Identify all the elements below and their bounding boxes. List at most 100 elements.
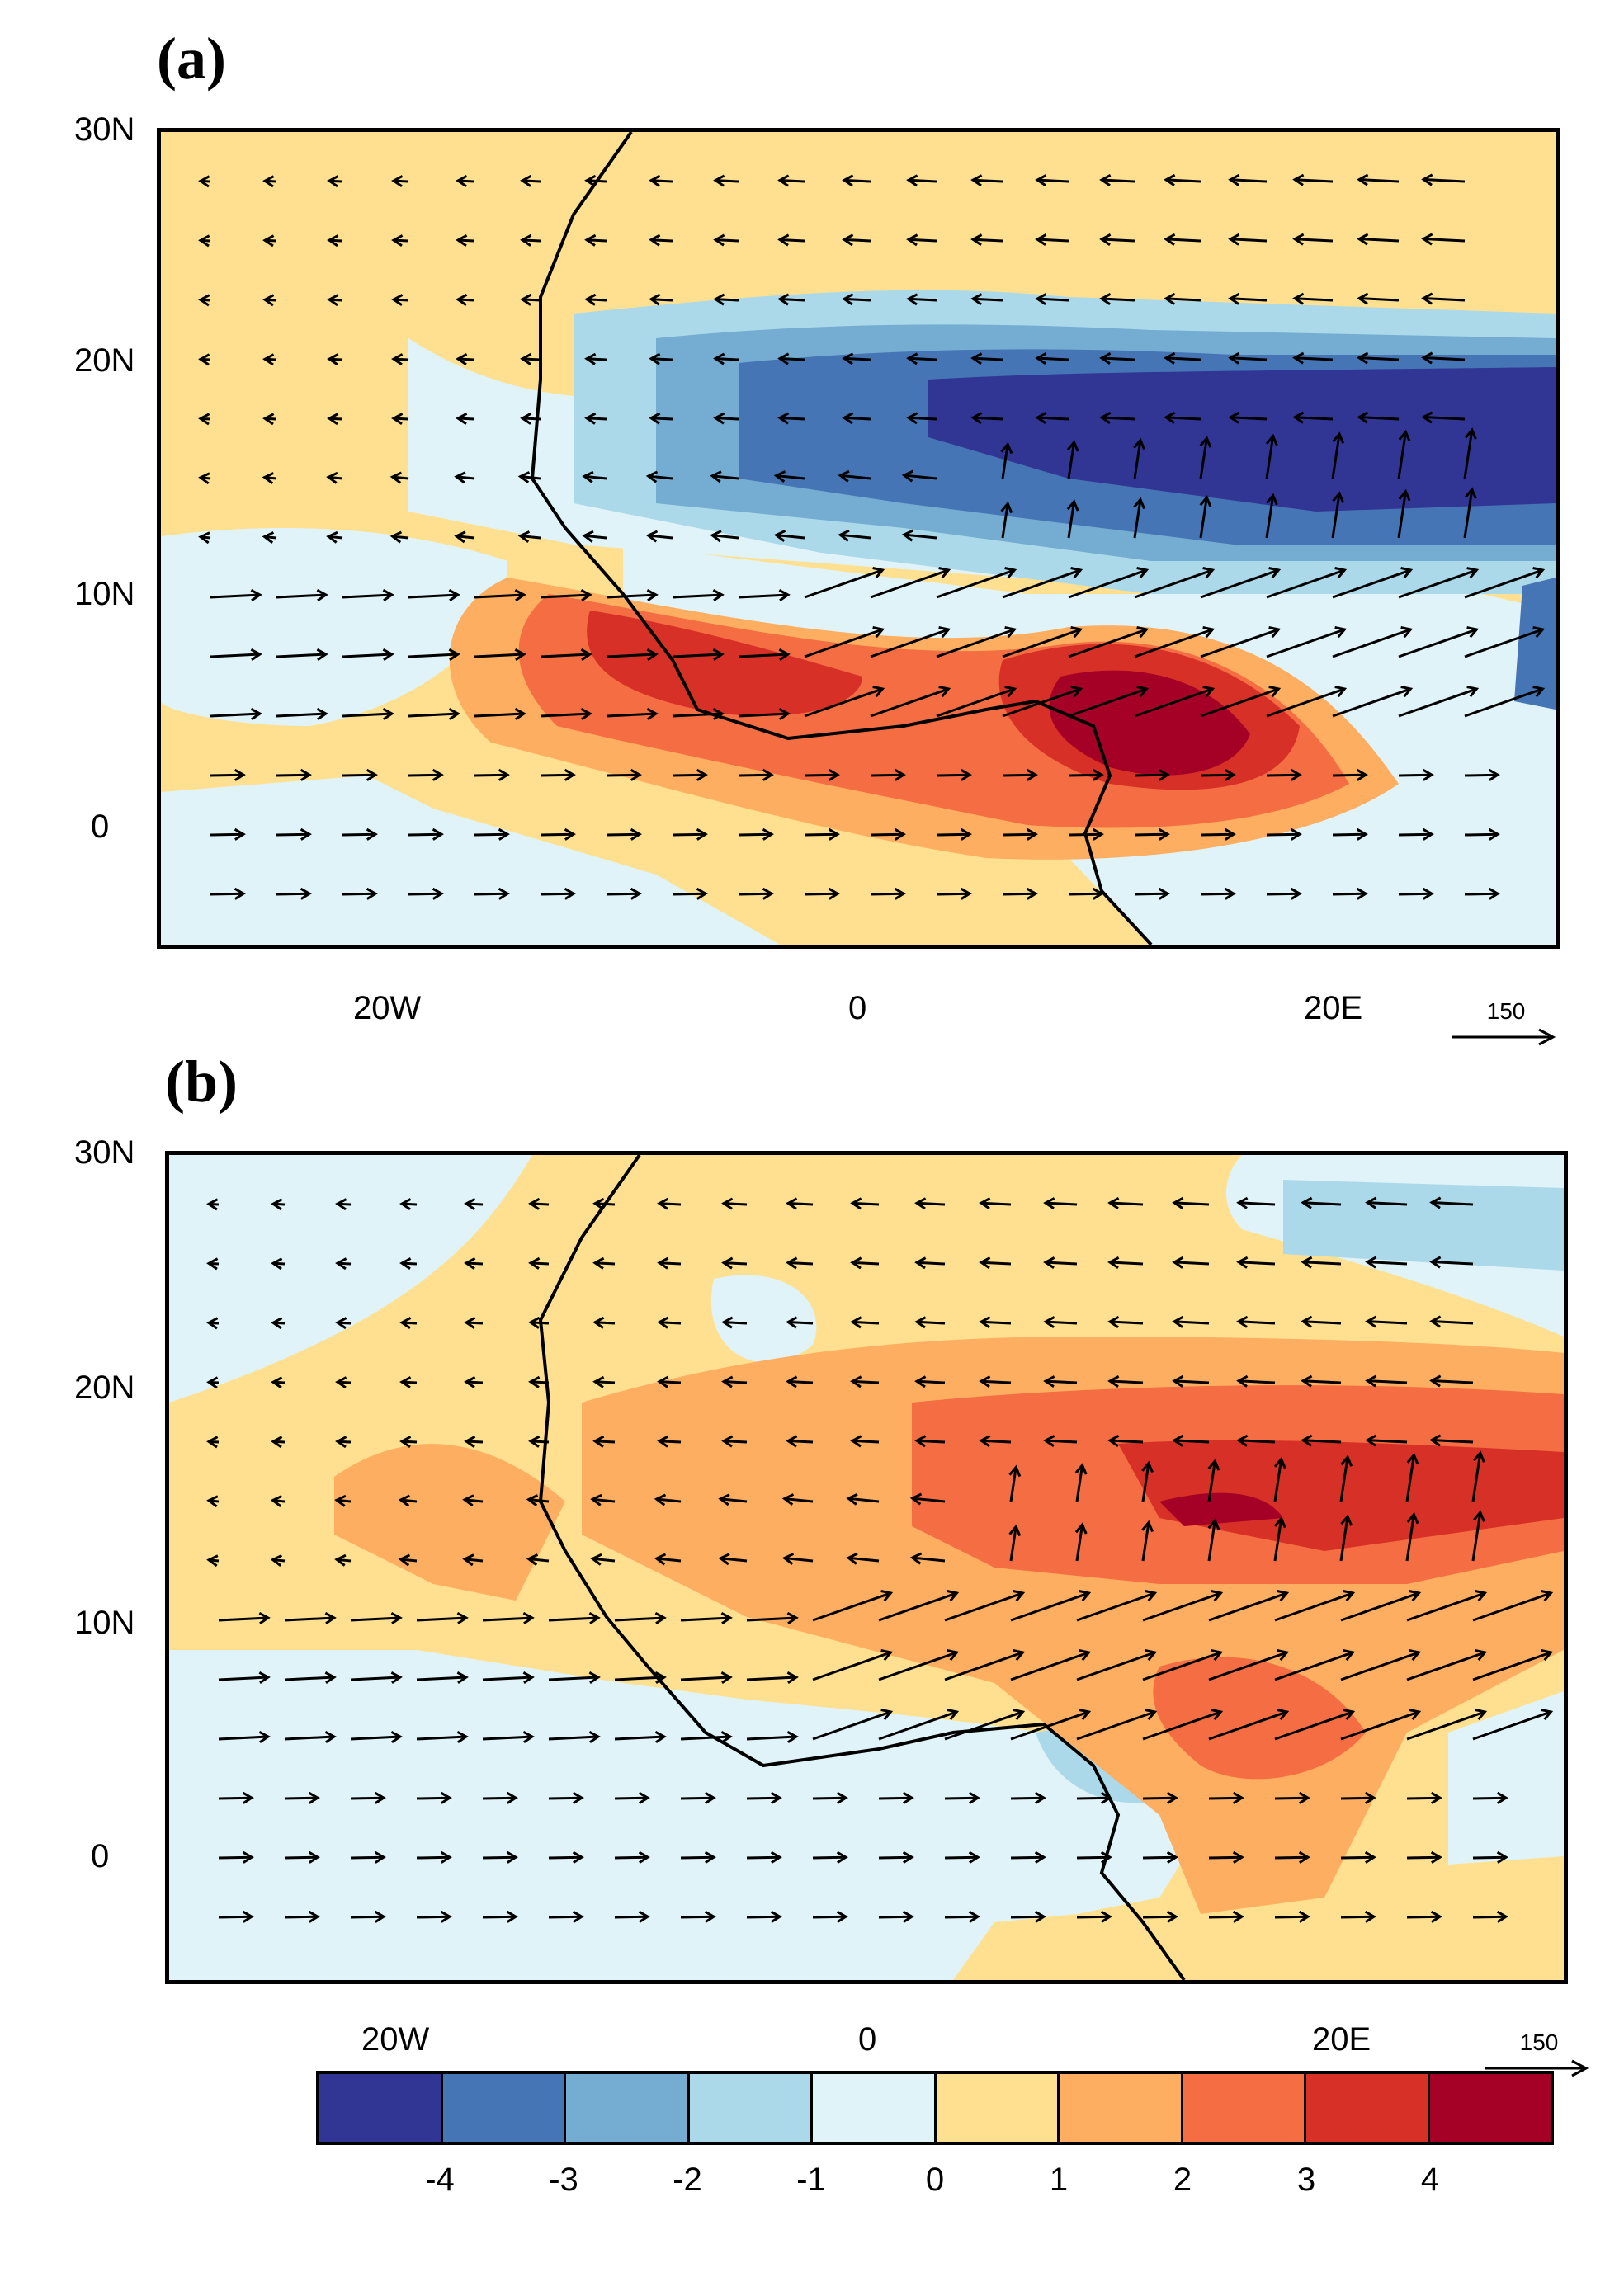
wind-vector-head-a bbox=[646, 708, 659, 720]
wind-vector-head-a bbox=[584, 412, 597, 425]
wind-vector-head-b bbox=[464, 1317, 476, 1329]
wind-vector-b bbox=[1472, 1915, 1507, 1919]
wind-vector-head-a bbox=[456, 294, 468, 306]
wind-vector-head-b bbox=[1365, 1256, 1377, 1269]
wind-vector-head-b bbox=[657, 1197, 669, 1210]
wind-vector-a bbox=[1294, 297, 1334, 302]
wind-vector-head-a bbox=[906, 293, 918, 306]
wind-vector-head-b bbox=[271, 1257, 283, 1271]
wind-vector-head-a bbox=[300, 827, 312, 841]
wind-vector-head-a bbox=[580, 589, 592, 601]
wind-vector-a bbox=[1294, 356, 1334, 361]
wind-vector-head-a bbox=[234, 827, 246, 841]
wind-vector-head-b bbox=[1301, 1315, 1313, 1328]
wind-vector-head-a bbox=[366, 887, 378, 900]
colorbar-swatch bbox=[1429, 2074, 1551, 2142]
wind-vector-head-a bbox=[842, 293, 854, 306]
wind-vector-a bbox=[1067, 441, 1076, 479]
wind-vector-b bbox=[350, 1796, 385, 1800]
wind-vector-head-b bbox=[786, 1435, 798, 1448]
wind-vector-a bbox=[1358, 356, 1400, 361]
wind-vector-b bbox=[916, 1439, 946, 1444]
wind-vector-head-a bbox=[906, 233, 918, 247]
wind-vector-head-a bbox=[1290, 768, 1302, 781]
wind-vector-a bbox=[210, 593, 261, 599]
wind-vector-b bbox=[746, 1796, 781, 1800]
wind-vector-b bbox=[465, 1440, 484, 1444]
wind-vector-head-b bbox=[1406, 1511, 1419, 1525]
wind-vector-head-b bbox=[947, 1590, 960, 1602]
wind-vector-head-a bbox=[582, 470, 594, 483]
wind-vector-a bbox=[474, 593, 525, 599]
wind-vector-head-a bbox=[1133, 497, 1145, 510]
wind-vector-a bbox=[583, 474, 607, 480]
wind-vector-head-a bbox=[901, 529, 914, 542]
wind-vector-head-b bbox=[528, 1435, 541, 1448]
wind-vector-b bbox=[1076, 1915, 1111, 1919]
panel-b-reference-arrow-icon bbox=[1485, 2059, 1589, 2077]
wind-vector-b bbox=[659, 1440, 682, 1444]
wind-vector-head-a bbox=[1332, 491, 1345, 503]
wind-vector-head-a bbox=[198, 294, 210, 307]
wind-vector-b bbox=[1076, 1796, 1111, 1800]
wind-vector-b bbox=[548, 1735, 599, 1741]
panel-a-ytick-10n: 10N bbox=[74, 576, 135, 612]
wind-vector-head-b bbox=[456, 1612, 469, 1624]
wind-vector-head-b bbox=[850, 1375, 862, 1388]
wind-vector-head-b bbox=[270, 1495, 283, 1507]
wind-vector-b bbox=[916, 1201, 946, 1206]
wind-vector-b bbox=[1208, 1855, 1243, 1860]
wind-vector-head-a bbox=[1099, 352, 1112, 365]
wind-vector-head-a bbox=[1026, 768, 1038, 781]
wind-vector-a bbox=[1200, 687, 1279, 718]
wind-vector-b bbox=[1208, 1591, 1287, 1622]
wind-vector-b bbox=[1340, 1710, 1419, 1741]
wind-vector-a bbox=[843, 238, 871, 243]
wind-vector-b bbox=[1076, 1651, 1155, 1681]
wind-vector-a bbox=[738, 773, 772, 777]
wind-vector-a bbox=[1165, 178, 1201, 183]
wind-vector-head-a bbox=[1532, 686, 1546, 698]
wind-vector-head-b bbox=[880, 1649, 894, 1662]
wind-vector-a bbox=[870, 892, 904, 896]
panel-a-reference-value: 150 bbox=[1486, 998, 1526, 1024]
wind-vector-head-a bbox=[1164, 233, 1176, 246]
wind-vector-head-b bbox=[1409, 1649, 1422, 1662]
wind-vector-head-b bbox=[786, 1671, 799, 1684]
panel-a-label: (a) bbox=[157, 26, 226, 92]
wind-vector-head-b bbox=[1273, 1516, 1286, 1529]
wind-vector-head-b bbox=[1496, 1791, 1508, 1804]
wind-vector-b bbox=[852, 1439, 880, 1444]
wind-vector-b bbox=[1340, 1591, 1419, 1622]
wind-vector-head-a bbox=[1164, 351, 1176, 365]
panel-a-reference-arrow-icon bbox=[1452, 1028, 1556, 1046]
wind-vector-b bbox=[482, 1735, 533, 1741]
wind-vector-head-b bbox=[979, 1316, 991, 1329]
wind-vector-head-b bbox=[836, 1850, 848, 1864]
wind-vector-head-a bbox=[872, 567, 885, 579]
wind-vector-a bbox=[1230, 178, 1268, 183]
colorbar bbox=[316, 2071, 1554, 2145]
wind-vector-a bbox=[276, 892, 310, 896]
wind-vector-b bbox=[1340, 1915, 1375, 1919]
wind-vector-a bbox=[392, 475, 409, 480]
wind-vector-a bbox=[1134, 773, 1168, 777]
wind-vector-head-b bbox=[206, 1198, 219, 1211]
wind-vector-head-b bbox=[1100, 1791, 1112, 1804]
wind-vector-a bbox=[606, 832, 640, 837]
wind-vector-head-b bbox=[206, 1376, 219, 1389]
wind-vector-head-b bbox=[456, 1731, 469, 1743]
wind-vector-b bbox=[852, 1379, 880, 1384]
wind-vector-head-b bbox=[979, 1256, 991, 1270]
wind-vector-head-b bbox=[1013, 1709, 1026, 1721]
wind-vector-b bbox=[594, 1202, 616, 1206]
wind-vector-a bbox=[342, 653, 393, 658]
wind-vector-a bbox=[1101, 178, 1135, 183]
wind-vector-head-b bbox=[1429, 1434, 1442, 1447]
colorbar-swatch bbox=[566, 2074, 690, 2142]
wind-vector-head-b bbox=[1473, 1510, 1485, 1522]
wind-vector-head-a bbox=[498, 887, 510, 900]
wind-vector-a bbox=[1165, 238, 1201, 243]
wind-vector-head-b bbox=[242, 1791, 254, 1804]
wind-vector-b bbox=[1208, 1796, 1243, 1800]
